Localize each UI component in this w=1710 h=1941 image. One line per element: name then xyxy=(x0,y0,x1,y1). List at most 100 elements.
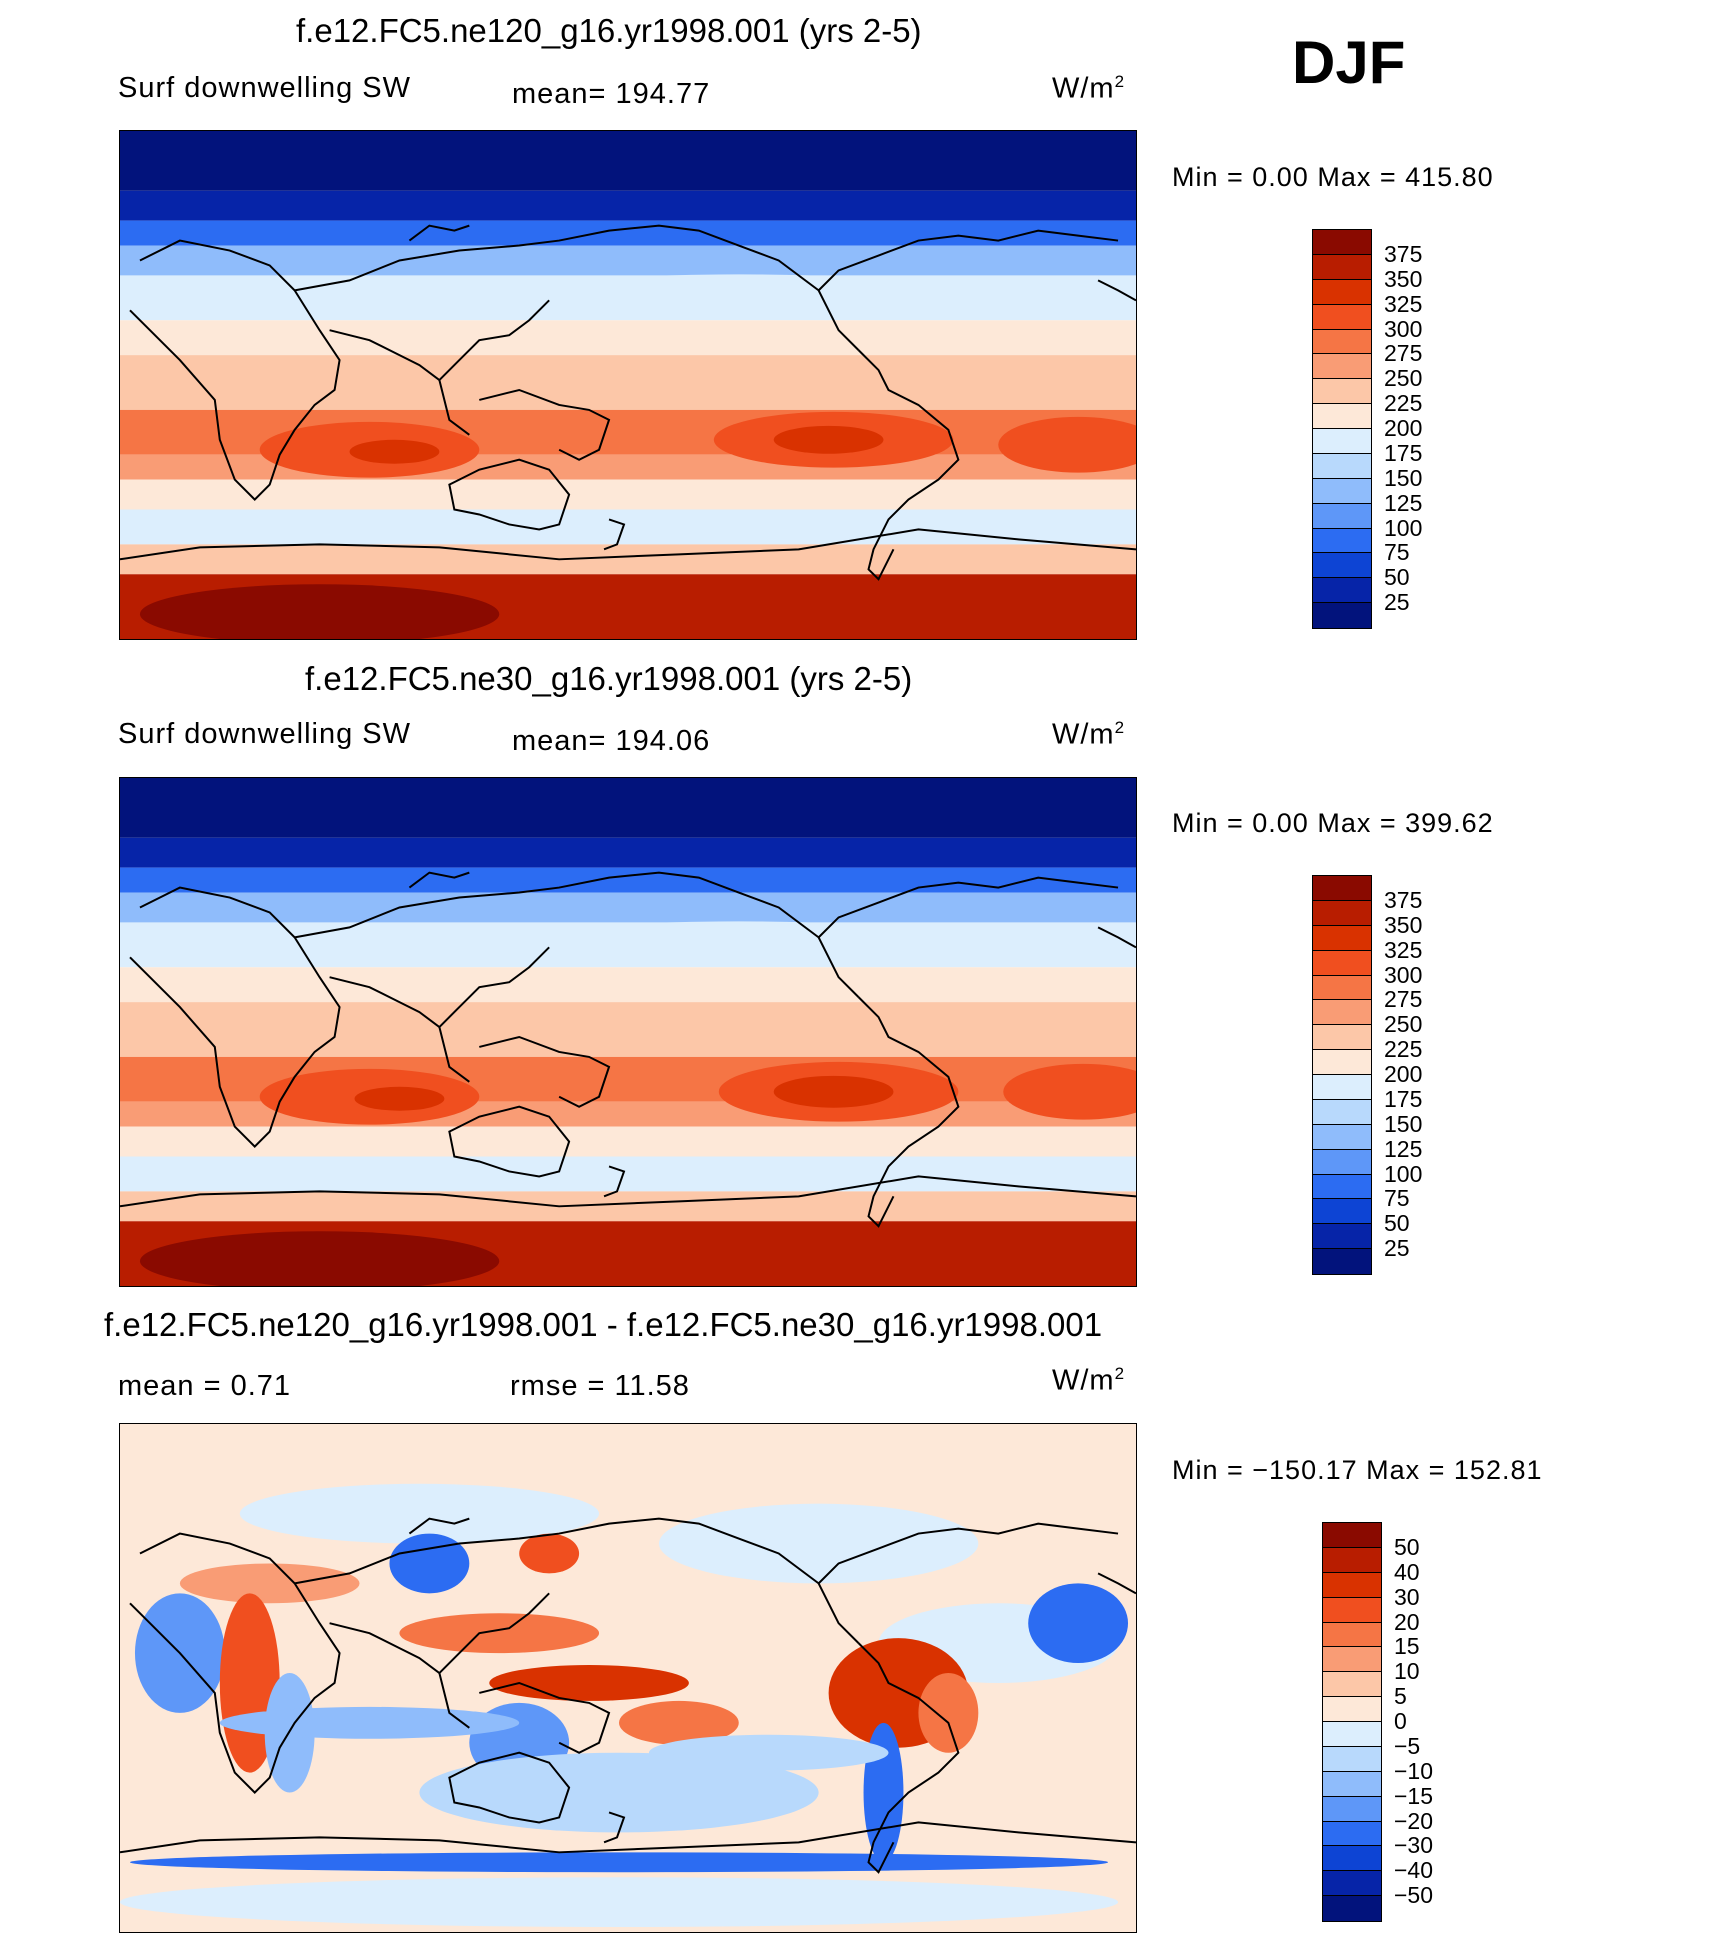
panel-3-units: W/m2 xyxy=(1052,1364,1126,1397)
colorbar-segment xyxy=(1323,1821,1381,1847)
colorbar-tick-label: −30 xyxy=(1394,1832,1434,1859)
colorbar-segment xyxy=(1323,1896,1381,1921)
colorbar-segment xyxy=(1313,478,1371,504)
colorbar-tick-label: −10 xyxy=(1394,1757,1434,1784)
colorbar-tick-label: −50 xyxy=(1394,1882,1434,1909)
colorbar-tick-label: 275 xyxy=(1384,986,1423,1013)
colorbar-tick-label: 10 xyxy=(1394,1658,1420,1685)
panel-3-minmax: Min = −150.17 Max = 152.81 xyxy=(1172,1455,1543,1485)
panel-2-units: W/m2 xyxy=(1052,718,1126,751)
colorbar-tick-label: 250 xyxy=(1384,1011,1423,1038)
colorbar-segment xyxy=(1313,950,1371,976)
colorbar-tick-label: 100 xyxy=(1384,514,1423,541)
colorbar-tick-label: 225 xyxy=(1384,390,1423,417)
colorbar-tick-label: 50 xyxy=(1384,564,1410,591)
colorbar-segment xyxy=(1323,1697,1381,1722)
colorbar-tick-label: 350 xyxy=(1384,265,1423,292)
panel-2-map xyxy=(119,777,1137,1287)
colorbar-tick-label: 40 xyxy=(1394,1558,1420,1585)
panel-2-minmax: Min = 0.00 Max = 399.62 xyxy=(1172,808,1494,838)
colorbar-tick-label: 275 xyxy=(1384,340,1423,367)
colorbar-segment xyxy=(1313,230,1371,255)
colorbar-segment xyxy=(1323,1572,1381,1598)
colorbar-tick-label: 125 xyxy=(1384,1135,1423,1162)
colorbar-segment xyxy=(1323,1523,1381,1548)
colorbar-segment xyxy=(1313,453,1371,479)
panel-3-map-svg xyxy=(120,1424,1136,1932)
colorbar-segment xyxy=(1313,876,1371,901)
colorbar-tick-label: 75 xyxy=(1384,539,1410,566)
panel-1-units: W/m2 xyxy=(1052,72,1126,105)
coastlines xyxy=(120,224,1136,581)
colorbar-tick-label: 50 xyxy=(1394,1533,1420,1560)
colorbar-segment xyxy=(1323,1647,1381,1673)
panel-1-variable: Surf downwelling SW xyxy=(118,72,411,104)
colorbar-tick-label: 150 xyxy=(1384,464,1423,491)
colorbar-segment xyxy=(1313,975,1371,1001)
panel-3-title: f.e12.FC5.ne120_g16.yr1998.001 - f.e12.F… xyxy=(104,1306,1103,1343)
panel-3-rmse: rmse = 11.58 xyxy=(510,1370,690,1402)
colorbar-segment xyxy=(1313,1124,1371,1150)
colorbar-tick-label: 300 xyxy=(1384,961,1423,988)
colorbar-segment xyxy=(1313,1099,1371,1125)
panel-1-mean: mean= 194.77 xyxy=(512,78,711,110)
colorbar-tick-label: 30 xyxy=(1394,1583,1420,1610)
colorbar-tick-label: −5 xyxy=(1394,1732,1421,1759)
colorbar-segment xyxy=(1313,429,1371,454)
colorbar-segment xyxy=(1323,1871,1381,1897)
field-blobs xyxy=(140,921,1136,1286)
colorbar-segment xyxy=(1313,404,1371,429)
coastlines xyxy=(120,1517,1136,1874)
panel-2-title: f.e12.FC5.ne30_g16.yr1998.001 (yrs 2-5) xyxy=(305,660,913,697)
colorbar-tick-label: 250 xyxy=(1384,365,1423,392)
colorbar-tick-label: 20 xyxy=(1394,1608,1420,1635)
field-bands xyxy=(120,131,1136,639)
colorbar-tick-label: 150 xyxy=(1384,1110,1423,1137)
coastlines xyxy=(120,871,1136,1228)
colorbar-tick-label: 350 xyxy=(1384,911,1423,938)
panel-1-map-svg xyxy=(120,131,1136,639)
panel-2-mean: mean= 194.06 xyxy=(512,725,711,757)
colorbar-segment xyxy=(1313,1050,1371,1075)
colorbar-segment xyxy=(1323,1846,1381,1872)
colorbar-segment xyxy=(1313,1199,1371,1225)
field-bands xyxy=(120,778,1136,1286)
colorbar-tick-label: 5 xyxy=(1394,1683,1407,1710)
colorbar-segment xyxy=(1313,1149,1371,1175)
colorbar-tick-label: 325 xyxy=(1384,290,1423,317)
colorbar-segment xyxy=(1313,1025,1371,1051)
colorbar-tick-label: −40 xyxy=(1394,1857,1434,1884)
colorbar-tick-label: −15 xyxy=(1394,1782,1434,1809)
panel-3-colorbar xyxy=(1322,1522,1382,1922)
diff-patches xyxy=(120,1483,1129,1928)
colorbar-segment xyxy=(1313,578,1371,604)
colorbar-segment xyxy=(1323,1746,1381,1772)
colorbar-segment xyxy=(1323,1672,1381,1698)
panel-1-map xyxy=(119,130,1137,640)
panel-1-minmax: Min = 0.00 Max = 415.80 xyxy=(1172,162,1494,192)
colorbar-tick-label: 25 xyxy=(1384,1235,1410,1262)
panel-2-map-svg xyxy=(120,778,1136,1286)
colorbar-segment xyxy=(1313,254,1371,280)
colorbar-segment xyxy=(1323,1722,1381,1747)
colorbar-segment xyxy=(1313,900,1371,926)
colorbar-segment xyxy=(1313,528,1371,554)
colorbar-segment xyxy=(1313,925,1371,951)
colorbar-tick-label: 300 xyxy=(1384,315,1423,342)
colorbar-segment xyxy=(1323,1547,1381,1573)
colorbar-segment xyxy=(1313,1174,1371,1200)
colorbar-segment xyxy=(1323,1771,1381,1797)
panel-1-colorbar xyxy=(1312,229,1372,629)
colorbar-tick-label: 15 xyxy=(1394,1633,1420,1660)
colorbar-tick-label: −20 xyxy=(1394,1807,1434,1834)
panel-2-colorbar xyxy=(1312,875,1372,1275)
panel-2-variable: Surf downwelling SW xyxy=(118,718,411,750)
colorbar-tick-label: 200 xyxy=(1384,415,1423,441)
colorbar-segment xyxy=(1313,1249,1371,1274)
panel-3-mean: mean = 0.71 xyxy=(118,1370,292,1402)
season-label: DJF xyxy=(1292,29,1406,96)
colorbar-segment xyxy=(1313,329,1371,355)
colorbar-segment xyxy=(1313,279,1371,305)
colorbar-tick-label: 0 xyxy=(1394,1708,1407,1734)
colorbar-tick-label: 75 xyxy=(1384,1185,1410,1212)
